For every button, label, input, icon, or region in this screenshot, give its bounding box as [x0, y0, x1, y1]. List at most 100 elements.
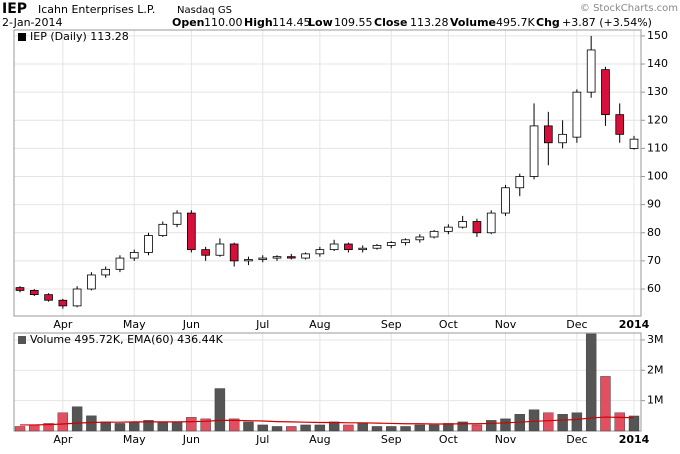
date: 2-Jan-2014: [2, 16, 63, 29]
volume-bar: [271, 426, 283, 432]
x-tick-label: 2014: [619, 318, 650, 331]
volume-bar: [129, 421, 140, 432]
volume-bar: [14, 426, 26, 432]
candle-body: [244, 259, 253, 262]
legend-swatch: [18, 33, 26, 41]
volume-bar: [343, 424, 354, 432]
y-tick-label: 110: [647, 141, 668, 154]
candle-body: [629, 138, 639, 149]
volume-bar: [100, 421, 111, 432]
candle-body: [272, 256, 282, 259]
y-tick-label: 70: [647, 254, 661, 267]
candle-body: [543, 125, 553, 144]
y-tick-label: 100: [647, 170, 668, 183]
y-tick-label: 90: [647, 198, 661, 211]
candle-body: [458, 221, 467, 228]
y-tick-label: 120: [647, 113, 668, 126]
volume-bar: [386, 426, 397, 432]
x-tick-label: May: [123, 318, 146, 331]
y-tick-label: 80: [647, 226, 661, 239]
chg-value: +3.87 (+3.54%): [562, 16, 652, 29]
x-tick-label: Apr: [53, 433, 73, 446]
x-tick-label: Jul: [255, 433, 269, 446]
volume-bar: [528, 409, 540, 432]
candle-body: [372, 245, 382, 249]
volume-bar: [543, 412, 554, 432]
x-tick-label: Oct: [439, 433, 459, 446]
volume-bar: [500, 418, 511, 432]
volume-bar: [314, 424, 326, 432]
candle-body: [215, 243, 225, 256]
x-tick-label: Jun: [182, 433, 200, 446]
y-tick-label: 3M: [647, 333, 664, 346]
legend: IEP (Daily) 113.28: [30, 30, 129, 43]
volume-bar: [29, 424, 40, 432]
volume-bar: [585, 333, 597, 432]
exchange: Nasdaq GS: [177, 5, 232, 16]
candle-body: [187, 212, 196, 251]
volume-bar: [571, 412, 583, 432]
low-value: 109.55: [334, 16, 373, 29]
candle-body: [429, 230, 439, 238]
candle-body: [515, 176, 525, 189]
volume-bar: [243, 421, 254, 432]
candle-body: [286, 256, 296, 259]
candle-body: [501, 187, 510, 214]
candle-body: [486, 212, 496, 234]
x-tick-label: Nov: [495, 318, 517, 331]
candle-body: [301, 253, 310, 259]
high-label: High: [244, 16, 273, 29]
chg-label: Chg: [536, 16, 560, 29]
volume-bar: [614, 412, 625, 432]
volume-bar: [114, 423, 126, 432]
x-tick-label: Sep: [381, 318, 402, 331]
candle-body: [358, 247, 368, 251]
company: Icahn Enterprises L.P.: [38, 3, 155, 16]
volume-bar: [400, 426, 411, 432]
candle-body: [115, 257, 125, 270]
x-tick-label: 2014: [619, 433, 650, 446]
volume-bar: [71, 406, 83, 432]
y-tick-label: 2M: [647, 363, 664, 376]
x-tick-label: Jul: [255, 318, 269, 331]
candle-body: [158, 223, 168, 236]
high-value: 114.45: [272, 16, 311, 29]
panel-frame: [13, 29, 642, 317]
candle-body: [29, 290, 39, 296]
close-label: Close: [374, 16, 407, 29]
close-value: 113.28: [410, 16, 449, 29]
x-tick-label: Sep: [381, 433, 402, 446]
x-tick-label: Nov: [495, 433, 517, 446]
candle-body: [572, 91, 582, 138]
volume-bar: [86, 415, 97, 432]
volume-bar: [300, 424, 311, 432]
volume-bar: [443, 423, 454, 432]
volume-bar: [157, 421, 168, 432]
legend: Volume 495.72K, EMA(60) 436.44K: [30, 333, 224, 346]
volume-bar: [214, 388, 226, 432]
candle-body: [15, 287, 25, 291]
volume-bar: [457, 421, 468, 432]
panel-frame: [13, 332, 642, 432]
candle-body: [586, 49, 596, 93]
copyright: © StockCharts.com: [580, 3, 678, 14]
y-tick-label: 140: [647, 57, 668, 70]
candle-body: [144, 235, 153, 253]
y-tick-label: 1M: [647, 394, 664, 407]
candle-body: [386, 242, 396, 246]
y-tick-label: 130: [647, 85, 668, 98]
x-tick-label: Aug: [309, 433, 330, 446]
volume-bar: [428, 424, 440, 432]
candle-body: [329, 243, 339, 251]
volume-bar: [328, 421, 340, 432]
volume-bar: [471, 424, 483, 432]
volume-bar: [600, 376, 611, 432]
candle-body: [258, 257, 268, 260]
volume-bar: [186, 417, 197, 432]
volume-bar: [200, 418, 211, 432]
candle-body: [472, 221, 482, 234]
volume-bar: [357, 423, 368, 432]
volume-bar: [371, 426, 383, 432]
